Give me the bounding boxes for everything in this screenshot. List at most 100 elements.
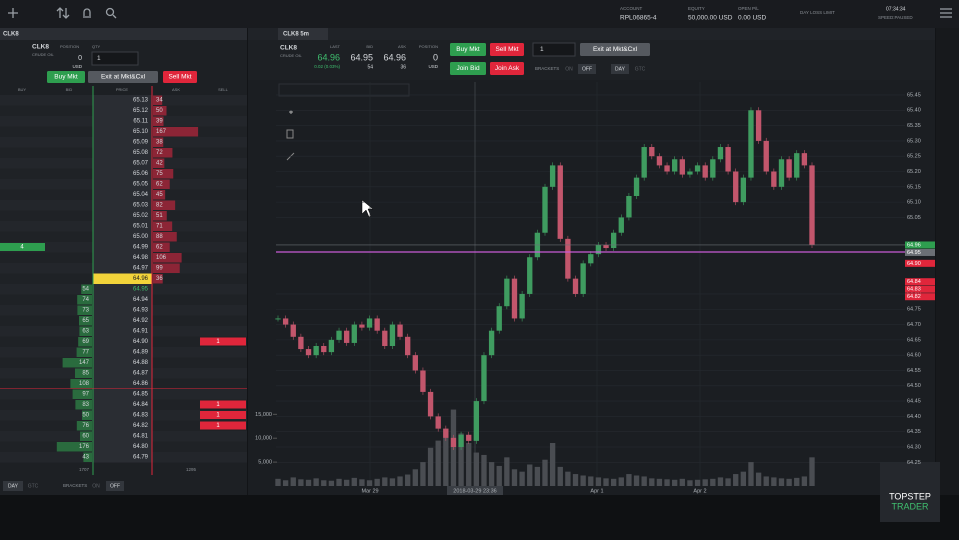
price-level[interactable]: 64.87: [133, 371, 149, 377]
dom-buy-button-label[interactable]: Buy Mkt: [54, 74, 78, 81]
brackets-on[interactable]: ON: [92, 483, 100, 489]
sell-order[interactable]: [200, 411, 246, 419]
price-level[interactable]: 65.04: [133, 192, 149, 198]
dom-exit-button[interactable]: [88, 71, 158, 83]
price-level[interactable]: 64.92: [133, 318, 149, 324]
chart-area: [248, 80, 935, 495]
price-level[interactable]: 64.82: [133, 423, 149, 429]
price-level[interactable]: 64.80: [133, 444, 149, 450]
buy-order-size[interactable]: 4: [20, 245, 24, 251]
dom-exit-button-label[interactable]: Exit at Mkt&Cxl: [101, 74, 146, 81]
chart-brackets-off[interactable]: [578, 64, 596, 74]
sell-order[interactable]: [200, 400, 246, 409]
chart-exit-button[interactable]: [580, 43, 650, 56]
chart-sell-button[interactable]: [490, 43, 524, 56]
price-level[interactable]: 64.79: [133, 455, 149, 461]
price-level[interactable]: 64.93: [133, 308, 149, 314]
qty-input[interactable]: [91, 51, 139, 66]
join-ask-button-label[interactable]: Join Ask: [495, 65, 520, 72]
price-level[interactable]: 64.90: [133, 339, 149, 345]
menu-icon[interactable]: [940, 8, 952, 18]
volume-bar: [778, 478, 785, 486]
search-icon[interactable]: [105, 7, 115, 17]
sell-order-size[interactable]: 1: [216, 339, 220, 345]
bid-size-bar: [56, 442, 92, 452]
price-level[interactable]: 65.13: [133, 98, 149, 104]
price-level[interactable]: 65.08: [133, 150, 149, 156]
candle: [794, 153, 800, 178]
price-level[interactable]: 64.89: [133, 350, 149, 356]
price-level[interactable]: 65.12: [133, 108, 149, 114]
price-level[interactable]: 64.85: [133, 392, 149, 398]
price-level[interactable]: 65.02: [133, 213, 149, 219]
chart-tab-label[interactable]: CLK8 5m: [283, 32, 309, 38]
chart-buy-button-label[interactable]: Buy Mkt: [456, 46, 480, 53]
note-tool[interactable]: [286, 129, 294, 139]
join-bid-button-label[interactable]: Join Bid: [456, 65, 480, 72]
crosshair-tool[interactable]: [289, 110, 293, 114]
dom-buy-button[interactable]: [47, 71, 85, 83]
price-level[interactable]: 64.97: [133, 266, 149, 272]
ask-size: 62: [156, 245, 163, 251]
toolbar-icons[interactable]: [8, 7, 952, 19]
join-ask-button[interactable]: [490, 62, 524, 75]
chart-tab[interactable]: [278, 28, 328, 40]
chart-tif-day[interactable]: [611, 64, 629, 74]
sell-order[interactable]: [200, 421, 246, 430]
sell-order-size[interactable]: 1: [216, 423, 220, 429]
price-level[interactable]: 64.81: [133, 434, 149, 440]
price-level[interactable]: 64.84: [133, 402, 149, 408]
volume-bar: [488, 462, 495, 486]
price-level[interactable]: 65.09: [133, 140, 149, 146]
dom-qty[interactable]: 1: [97, 55, 101, 62]
bid-size: 85: [82, 371, 89, 377]
chart-qty-input[interactable]: [532, 42, 576, 57]
sell-order-size[interactable]: 1: [216, 402, 220, 408]
brackets-off-label[interactable]: OFF: [110, 483, 120, 489]
chart-brackets-off-label[interactable]: OFF: [582, 66, 592, 72]
add-icon[interactable]: [8, 8, 18, 18]
price-level[interactable]: 64.98: [133, 255, 149, 261]
dom-sell-button[interactable]: [163, 71, 197, 83]
price-level[interactable]: 65.00: [133, 234, 149, 240]
chart-qty[interactable]: 1: [540, 46, 544, 53]
price-level[interactable]: 65.03: [133, 203, 149, 209]
price-level[interactable]: 64.96: [133, 276, 149, 282]
chart-brackets-on[interactable]: ON: [565, 66, 573, 72]
tif-day[interactable]: [3, 481, 23, 491]
brackets-off[interactable]: [106, 481, 124, 491]
price-level[interactable]: 64.88: [133, 360, 149, 366]
drawing-toolbar[interactable]: [278, 83, 410, 97]
buy-order[interactable]: [0, 243, 45, 251]
chart-exit-button-label[interactable]: Exit at Mkt&Cxl: [593, 46, 638, 53]
chart-buy-button[interactable]: [450, 43, 486, 56]
sort-icon[interactable]: [56, 7, 70, 19]
chart-tif-gtc-label[interactable]: GTC: [635, 66, 646, 72]
price-level[interactable]: 64.99: [133, 245, 149, 251]
price-level[interactable]: 65.05: [133, 182, 149, 188]
sell-order-size[interactable]: 1: [216, 413, 220, 419]
bid-size: 97: [82, 392, 89, 398]
price-level[interactable]: 65.10: [133, 129, 149, 135]
clock: 07:34:34: [886, 6, 906, 12]
price-level[interactable]: 65.06: [133, 171, 149, 177]
price-level[interactable]: 65.01: [133, 224, 149, 230]
tif-gtc-label[interactable]: GTC: [28, 483, 39, 489]
chart-sell-button-label[interactable]: Sell Mkt: [495, 46, 518, 53]
chart-tif-day-label[interactable]: DAY: [615, 66, 626, 72]
volume-bar: [801, 476, 808, 486]
price-level[interactable]: 64.94: [133, 297, 149, 303]
tif-day-label[interactable]: DAY: [8, 483, 19, 489]
dom-tab[interactable]: CLK8: [3, 32, 19, 38]
dom-sell-button-label[interactable]: Sell Mkt: [168, 74, 191, 81]
bell-icon[interactable]: [83, 8, 91, 18]
price-level[interactable]: 64.91: [133, 329, 149, 335]
join-bid-button[interactable]: [450, 62, 486, 75]
price-level[interactable]: 65.11: [133, 119, 148, 125]
price-level[interactable]: 64.83: [133, 413, 149, 419]
price-level[interactable]: 65.07: [133, 161, 149, 167]
price-level[interactable]: 64.95: [133, 287, 149, 293]
price-level[interactable]: 64.86: [133, 381, 149, 387]
sell-order[interactable]: [200, 337, 246, 346]
candle: [786, 159, 792, 178]
